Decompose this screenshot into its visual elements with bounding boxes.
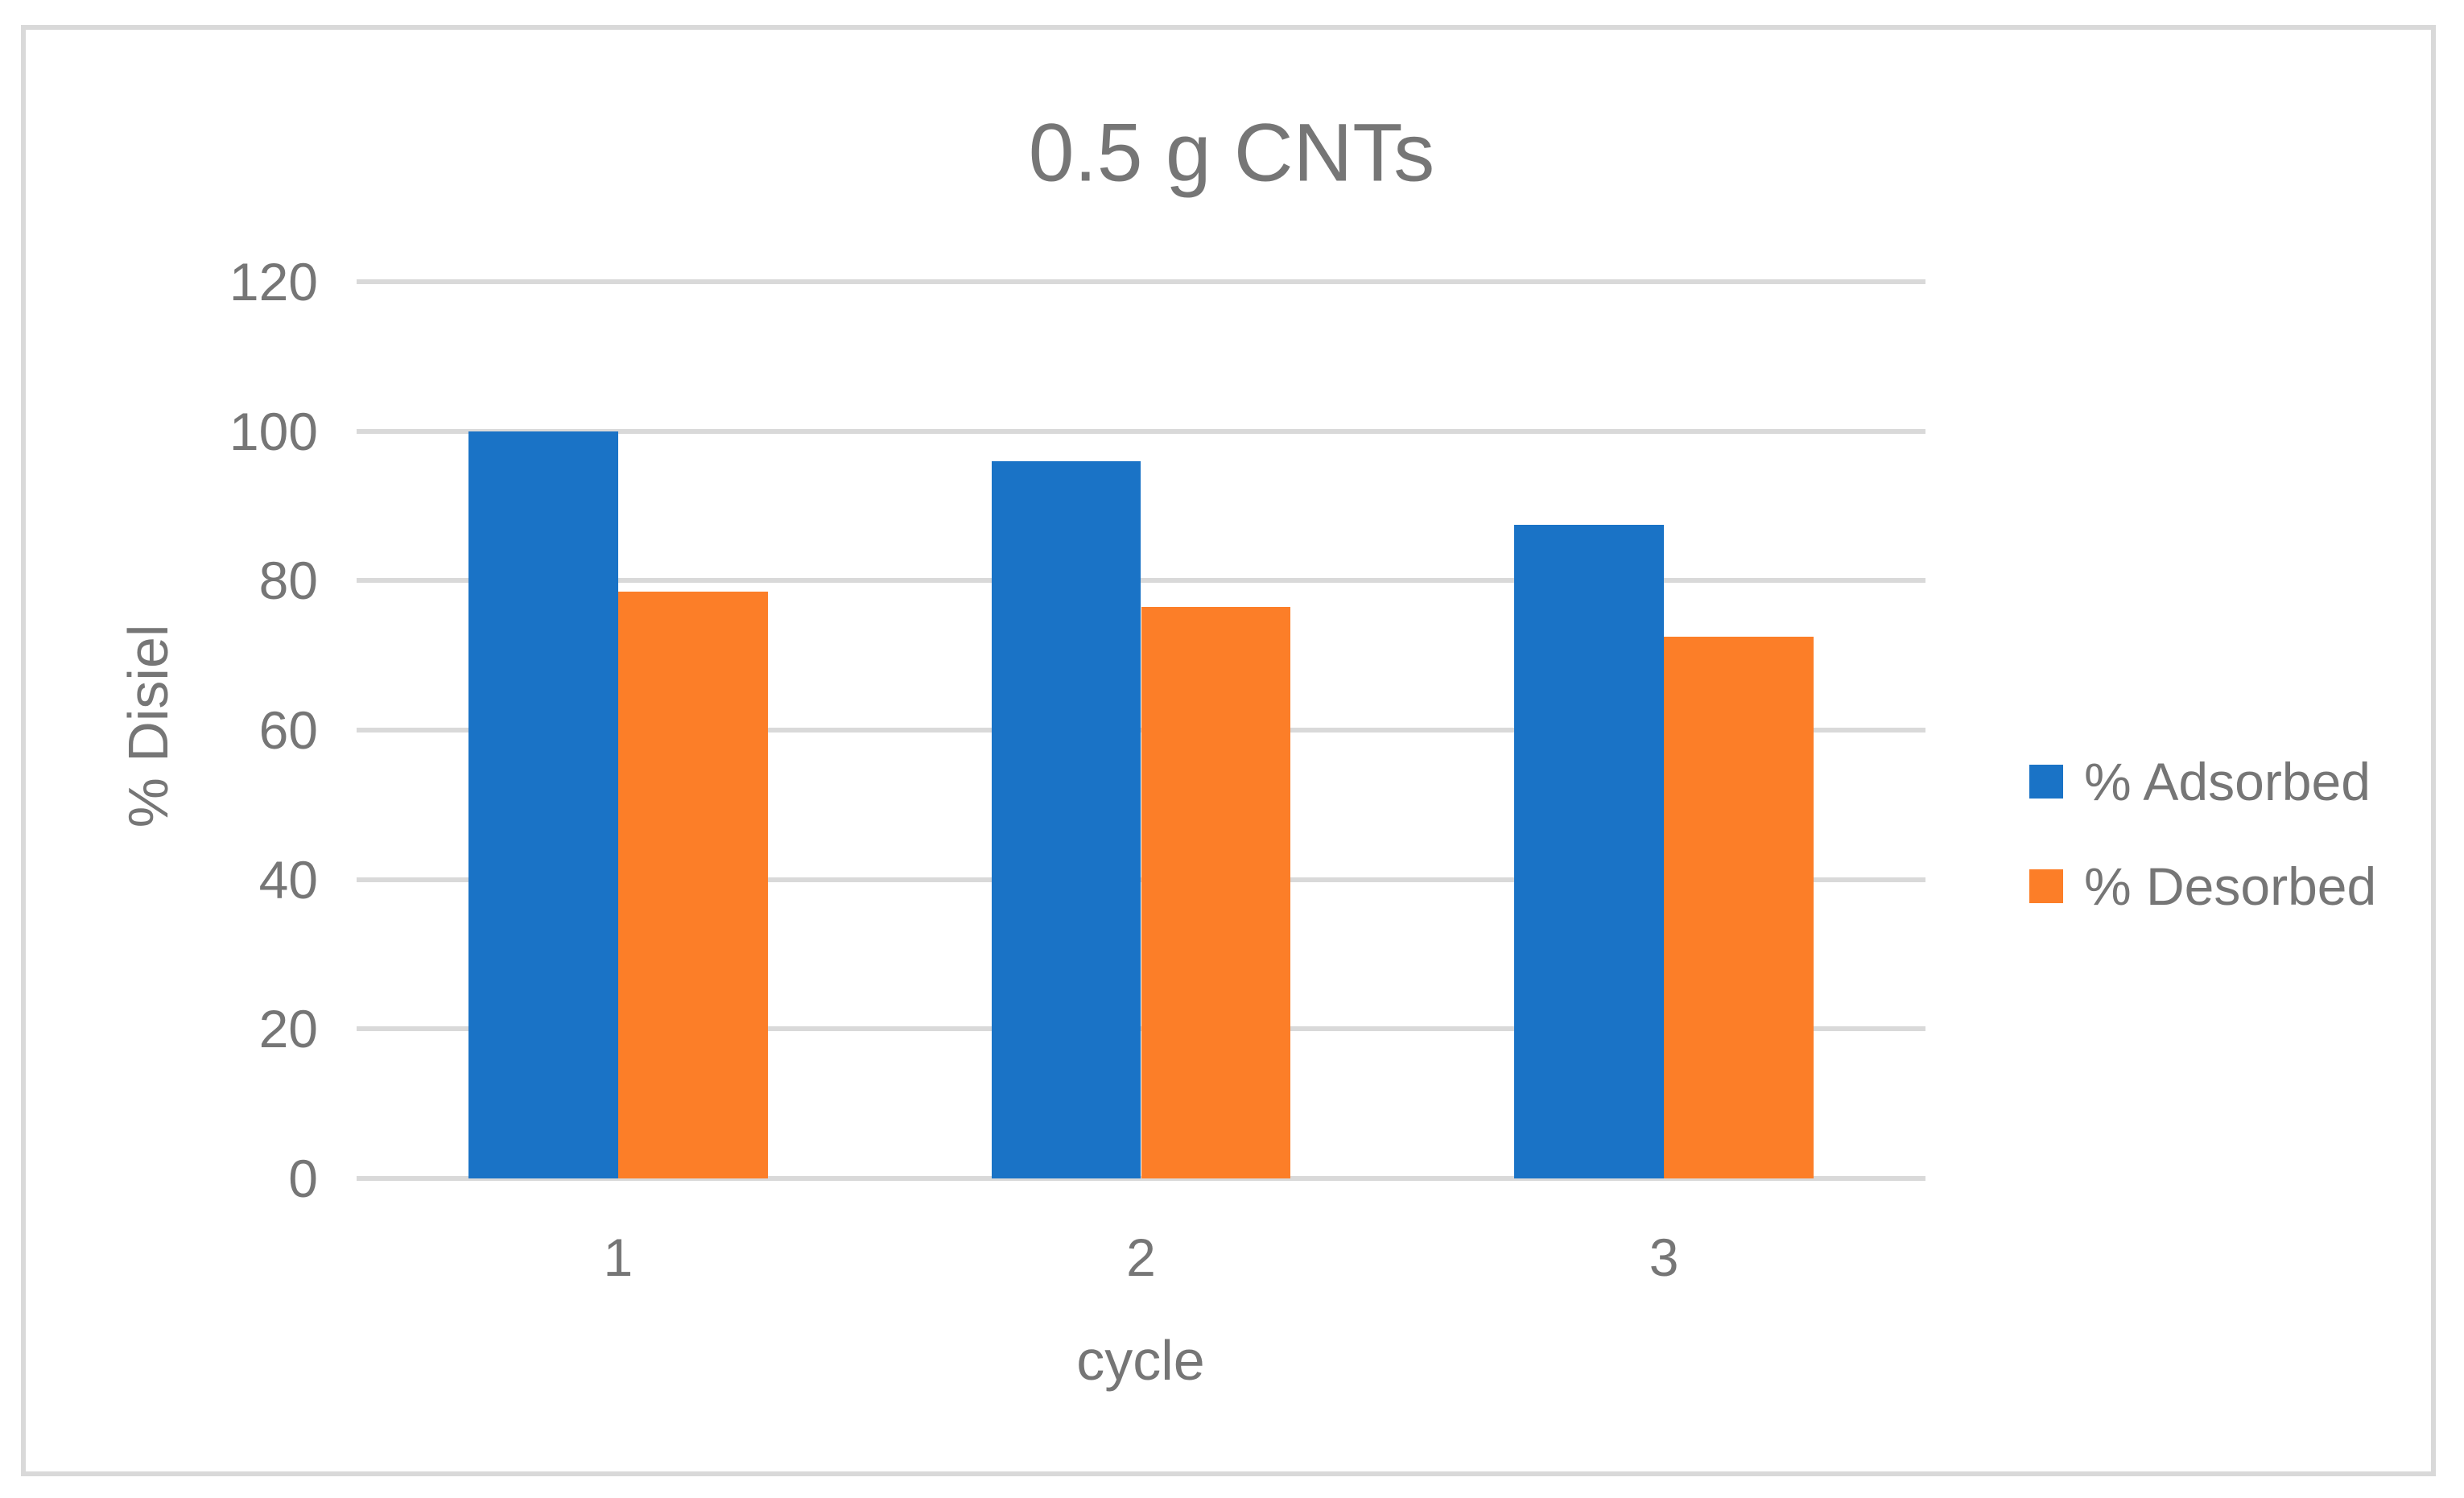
legend-swatch-desorbed-icon	[2029, 869, 2063, 903]
legend-label-1: % Adsorbed	[2084, 752, 2371, 811]
bar-desorbed-cycle2	[1141, 606, 1291, 1178]
legend-label-2: % Desorbed	[2084, 856, 2377, 916]
bar-adsorbed-cycle1	[468, 431, 618, 1178]
y-tick-label-0: 0	[288, 1149, 318, 1208]
x-category-label-1: 1	[603, 1228, 634, 1287]
bar-adsorbed-cycle2	[991, 460, 1141, 1178]
legend: % Adsorbed % Desorbed	[2029, 755, 2376, 913]
y-tick-label-60: 60	[258, 700, 318, 760]
bar-desorbed-cycle3	[1664, 636, 1814, 1178]
chart-title: 0.5 g CNTs	[1028, 106, 1435, 199]
bar-adsorbed-cycle3	[1514, 524, 1665, 1178]
x-category-label-2: 2	[1126, 1228, 1156, 1287]
gridline-y80	[357, 578, 1925, 584]
legend-item-1: % Adsorbed	[2029, 755, 2376, 808]
gridline-y120	[357, 279, 1925, 284]
chart-border	[21, 25, 2436, 1476]
gridline-y100	[357, 428, 1925, 434]
y-tick-label-120: 120	[229, 252, 318, 312]
x-axis-title: cycle	[1076, 1329, 1205, 1392]
y-tick-label-20: 20	[258, 999, 318, 1059]
y-tick-label-100: 100	[229, 401, 318, 461]
legend-swatch-adsorbed-icon	[2029, 765, 2063, 799]
bar-desorbed-cycle1	[617, 592, 768, 1178]
y-tick-label-80: 80	[258, 551, 318, 611]
legend-item-2: % Desorbed	[2029, 860, 2376, 913]
gridline-y0	[357, 1176, 1925, 1181]
y-tick-label-40: 40	[258, 849, 318, 910]
x-category-label-3: 3	[1649, 1228, 1679, 1287]
plot-area	[357, 279, 1925, 1181]
